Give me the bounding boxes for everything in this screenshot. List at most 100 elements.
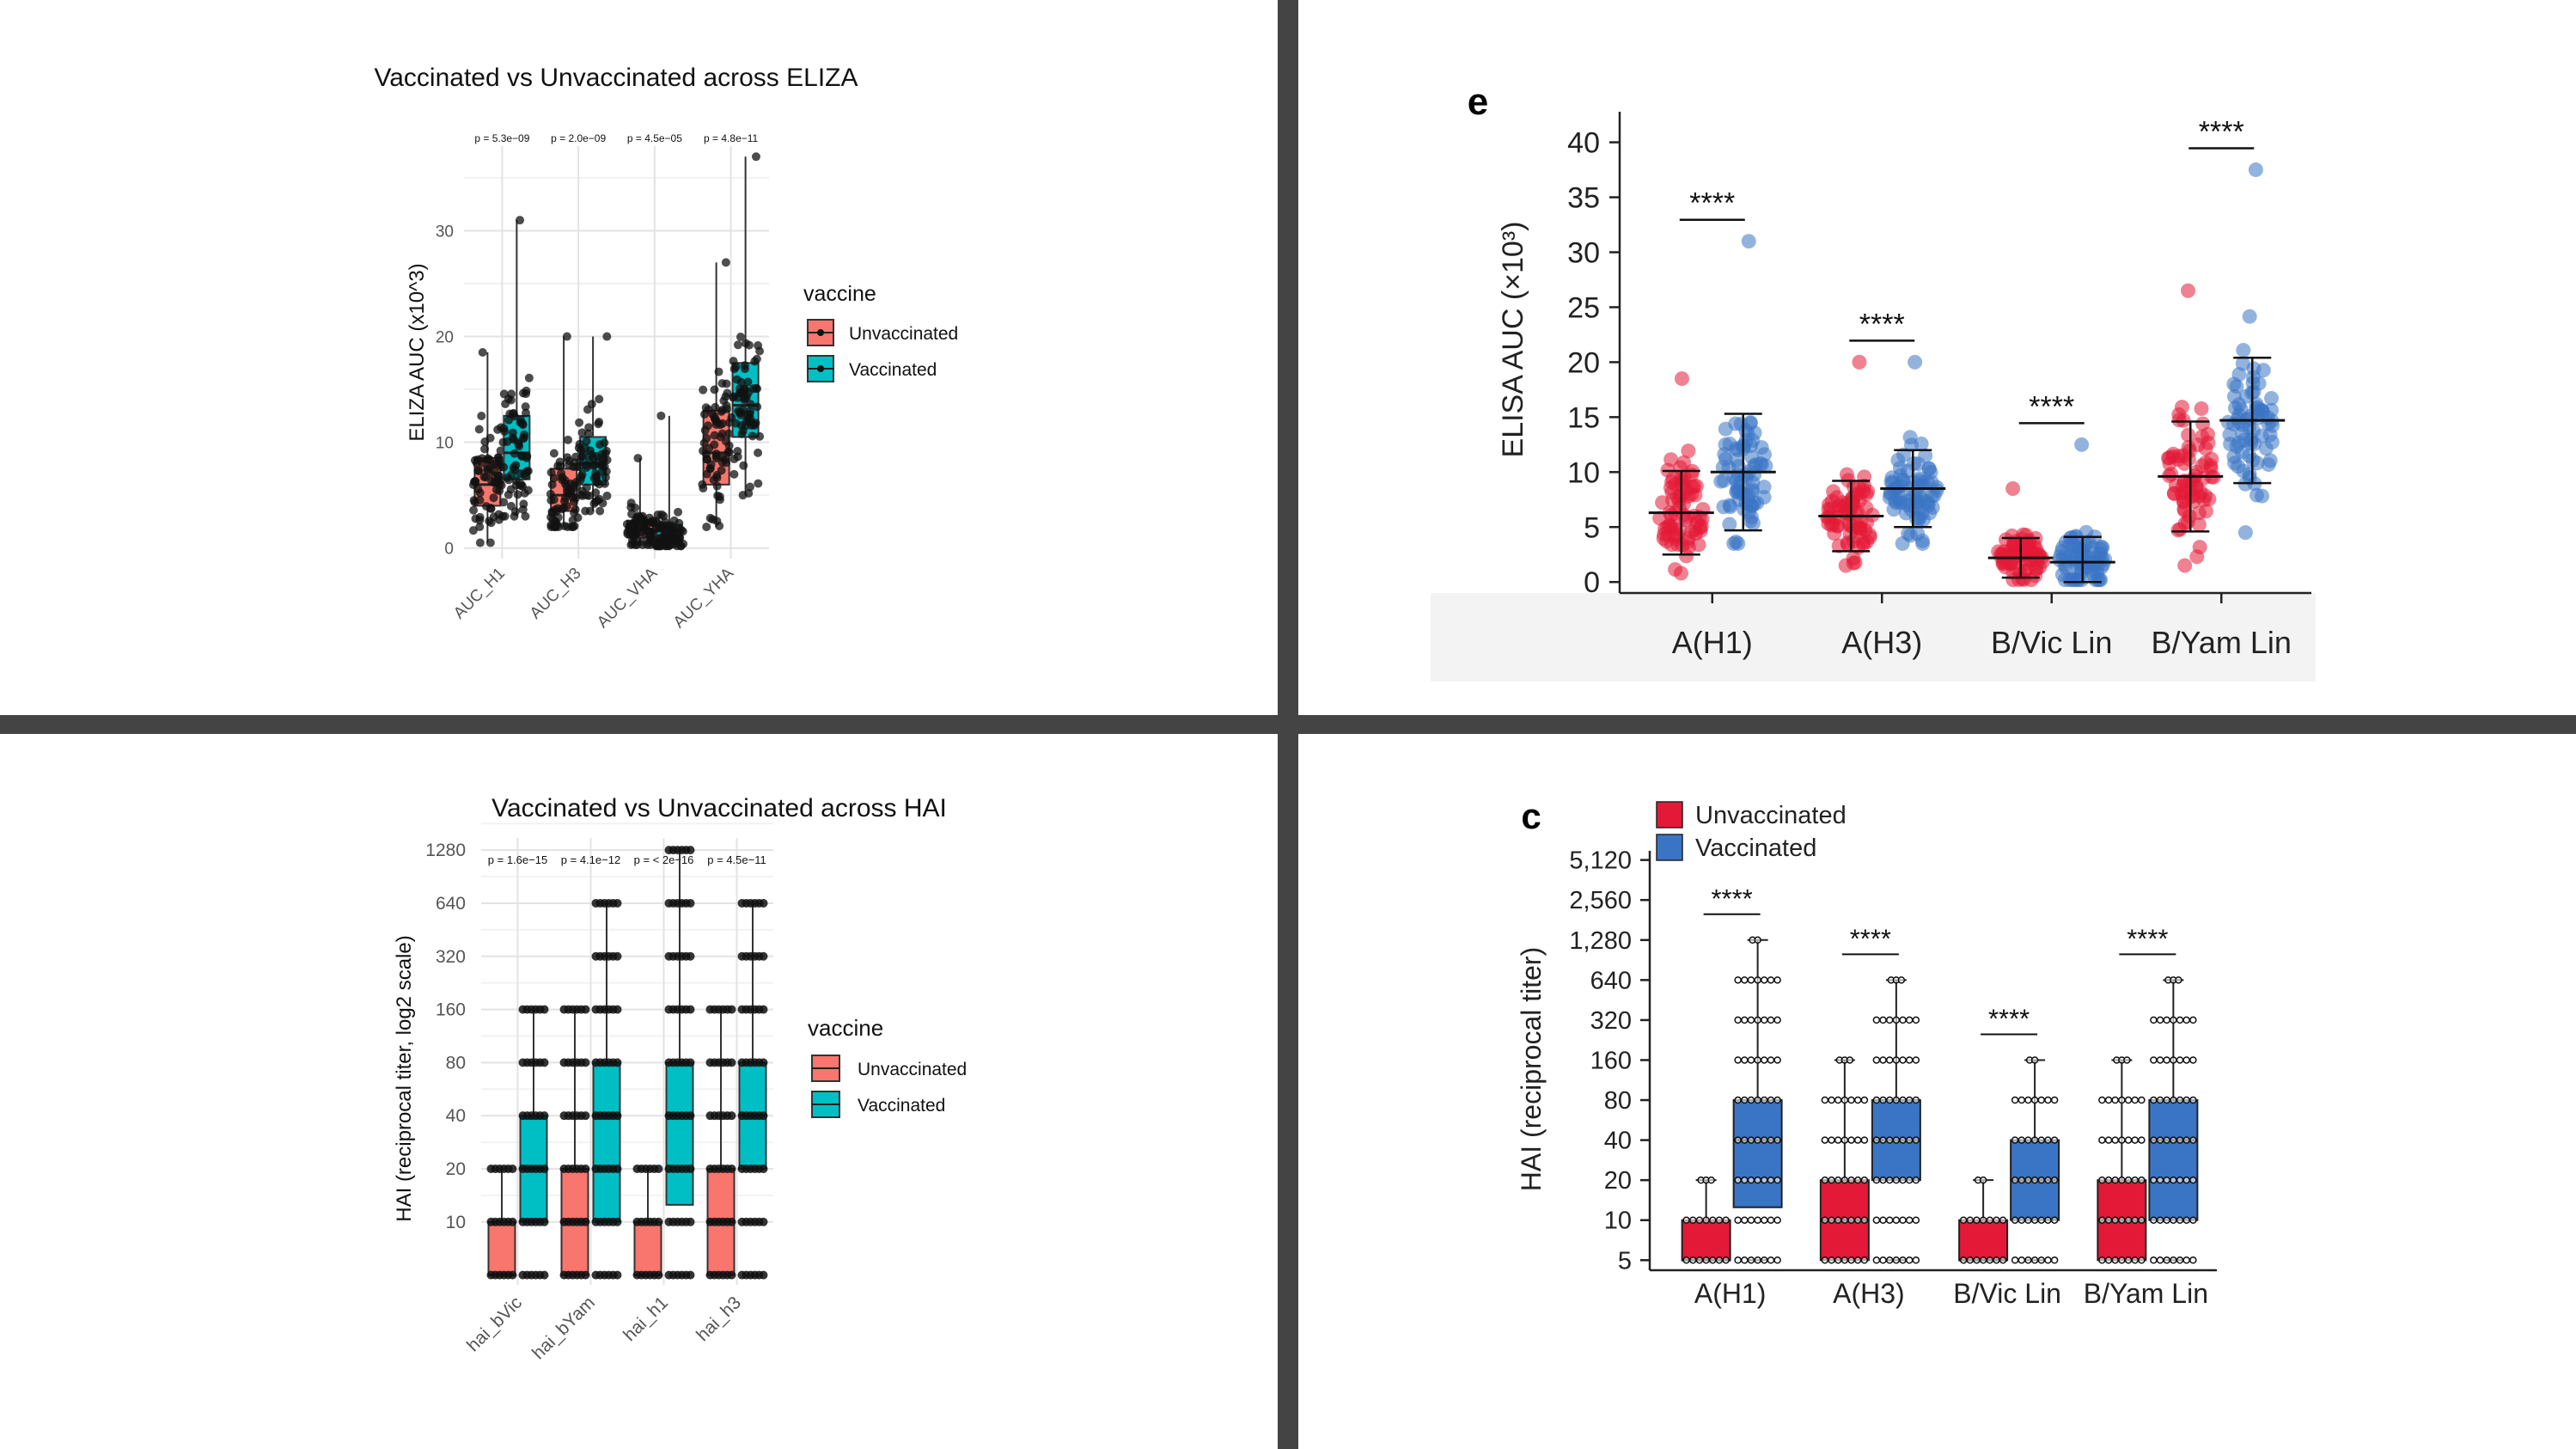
data-point [1879,1216,1887,1224]
data-point [508,1270,517,1280]
p-value-label: p = 2.0e−09 [551,132,606,144]
data-point [2030,1256,2039,1264]
data-point [576,475,585,485]
panel-tag: c [1521,796,1541,836]
data-point [733,340,742,350]
data-point [2177,558,2193,573]
data-point [510,449,519,458]
data-point [729,357,738,366]
data-point [2091,546,2106,561]
data-point [1885,1216,1894,1224]
data-point [2014,537,2030,553]
significance-label: **** [1859,308,1905,340]
data-point [516,216,525,225]
data-point [1860,1216,1869,1224]
data-point [489,493,498,503]
data-point [2150,1216,2158,1224]
data-point [1834,1096,1842,1104]
data-point [755,346,765,356]
y-tick-label: 35 [1567,182,1600,215]
data-point [2050,1256,2059,1264]
data-point [578,450,588,460]
data-point [2254,428,2269,443]
data-point [1676,455,1692,470]
data-point [714,367,723,376]
data-point [2138,1096,2146,1104]
data-point [2163,1216,2170,1224]
box-unvaccinated [487,1220,516,1276]
data-point [1840,1136,1849,1144]
data-point [2111,1096,2119,1104]
data-point [702,433,711,443]
data-point [1986,1256,1994,1264]
data-point [485,433,495,443]
data-point [581,1164,590,1173]
data-point [552,520,561,529]
data-point [2037,1176,2046,1184]
data-point [584,423,594,432]
y-tick-label: 1,280 [1569,927,1632,955]
data-point [1681,489,1696,504]
data-point [549,449,559,458]
data-point [2024,1176,2032,1184]
y-tick-label: 20 [1604,1167,1632,1195]
data-point [2050,1216,2059,1224]
data-point [2170,1016,2177,1024]
data-point [2011,1136,2019,1144]
data-point [1722,1256,1730,1264]
data-point [2192,540,2207,555]
data-point [1872,1176,1881,1184]
data-point [2150,1176,2158,1184]
data-point [1754,1016,1761,1024]
data-point [1899,1216,1907,1224]
data-point [2176,1216,2184,1224]
data-point [613,1270,622,1280]
data-point [1840,1096,1849,1104]
data-point [2150,1096,2158,1104]
legend-label: Unvaccinated [849,324,958,344]
data-point [2182,1176,2190,1184]
y-tick-label: 30 [1567,236,1600,269]
data-point [1892,1096,1901,1104]
data-point [2050,1136,2059,1144]
data-point [1847,1216,1855,1224]
data-point [1767,976,1775,984]
data-point [486,504,496,513]
data-point [736,408,746,418]
data-point [474,425,484,434]
data-point [2150,1016,2158,1024]
data-point [1915,512,1931,528]
legend-key-point [817,329,824,336]
data-point [595,494,604,504]
data-point [1834,1216,1842,1224]
data-point [1824,493,1840,509]
data-point [477,412,486,421]
data-point [702,523,711,532]
data-point [686,846,695,855]
data-point [2156,1136,2164,1144]
data-point [1872,1096,1881,1104]
data-point [1773,1136,1781,1144]
legend-label: Vaccinated [858,1096,945,1116]
y-tick-label: 10 [1567,456,1600,489]
data-point [1716,499,1731,515]
data-point [1879,1136,1887,1144]
data-point [1879,1256,1887,1264]
data-point [1912,1016,1920,1024]
data-point [752,354,761,364]
data-point [1860,1096,1869,1104]
data-point [1872,1216,1881,1224]
data-point [1761,1176,1768,1184]
data-point [1681,443,1696,459]
data-point [546,496,556,505]
data-point [656,411,666,420]
data-point [2030,1176,2039,1184]
legend-label: Unvaccinated [858,1060,967,1079]
data-point [1820,510,1835,525]
data-point [1872,1056,1881,1064]
data-point [1912,1176,1920,1184]
data-point [523,486,533,495]
data-point [2131,1096,2139,1104]
data-point [2111,1136,2119,1144]
significance-label: **** [1711,883,1752,914]
